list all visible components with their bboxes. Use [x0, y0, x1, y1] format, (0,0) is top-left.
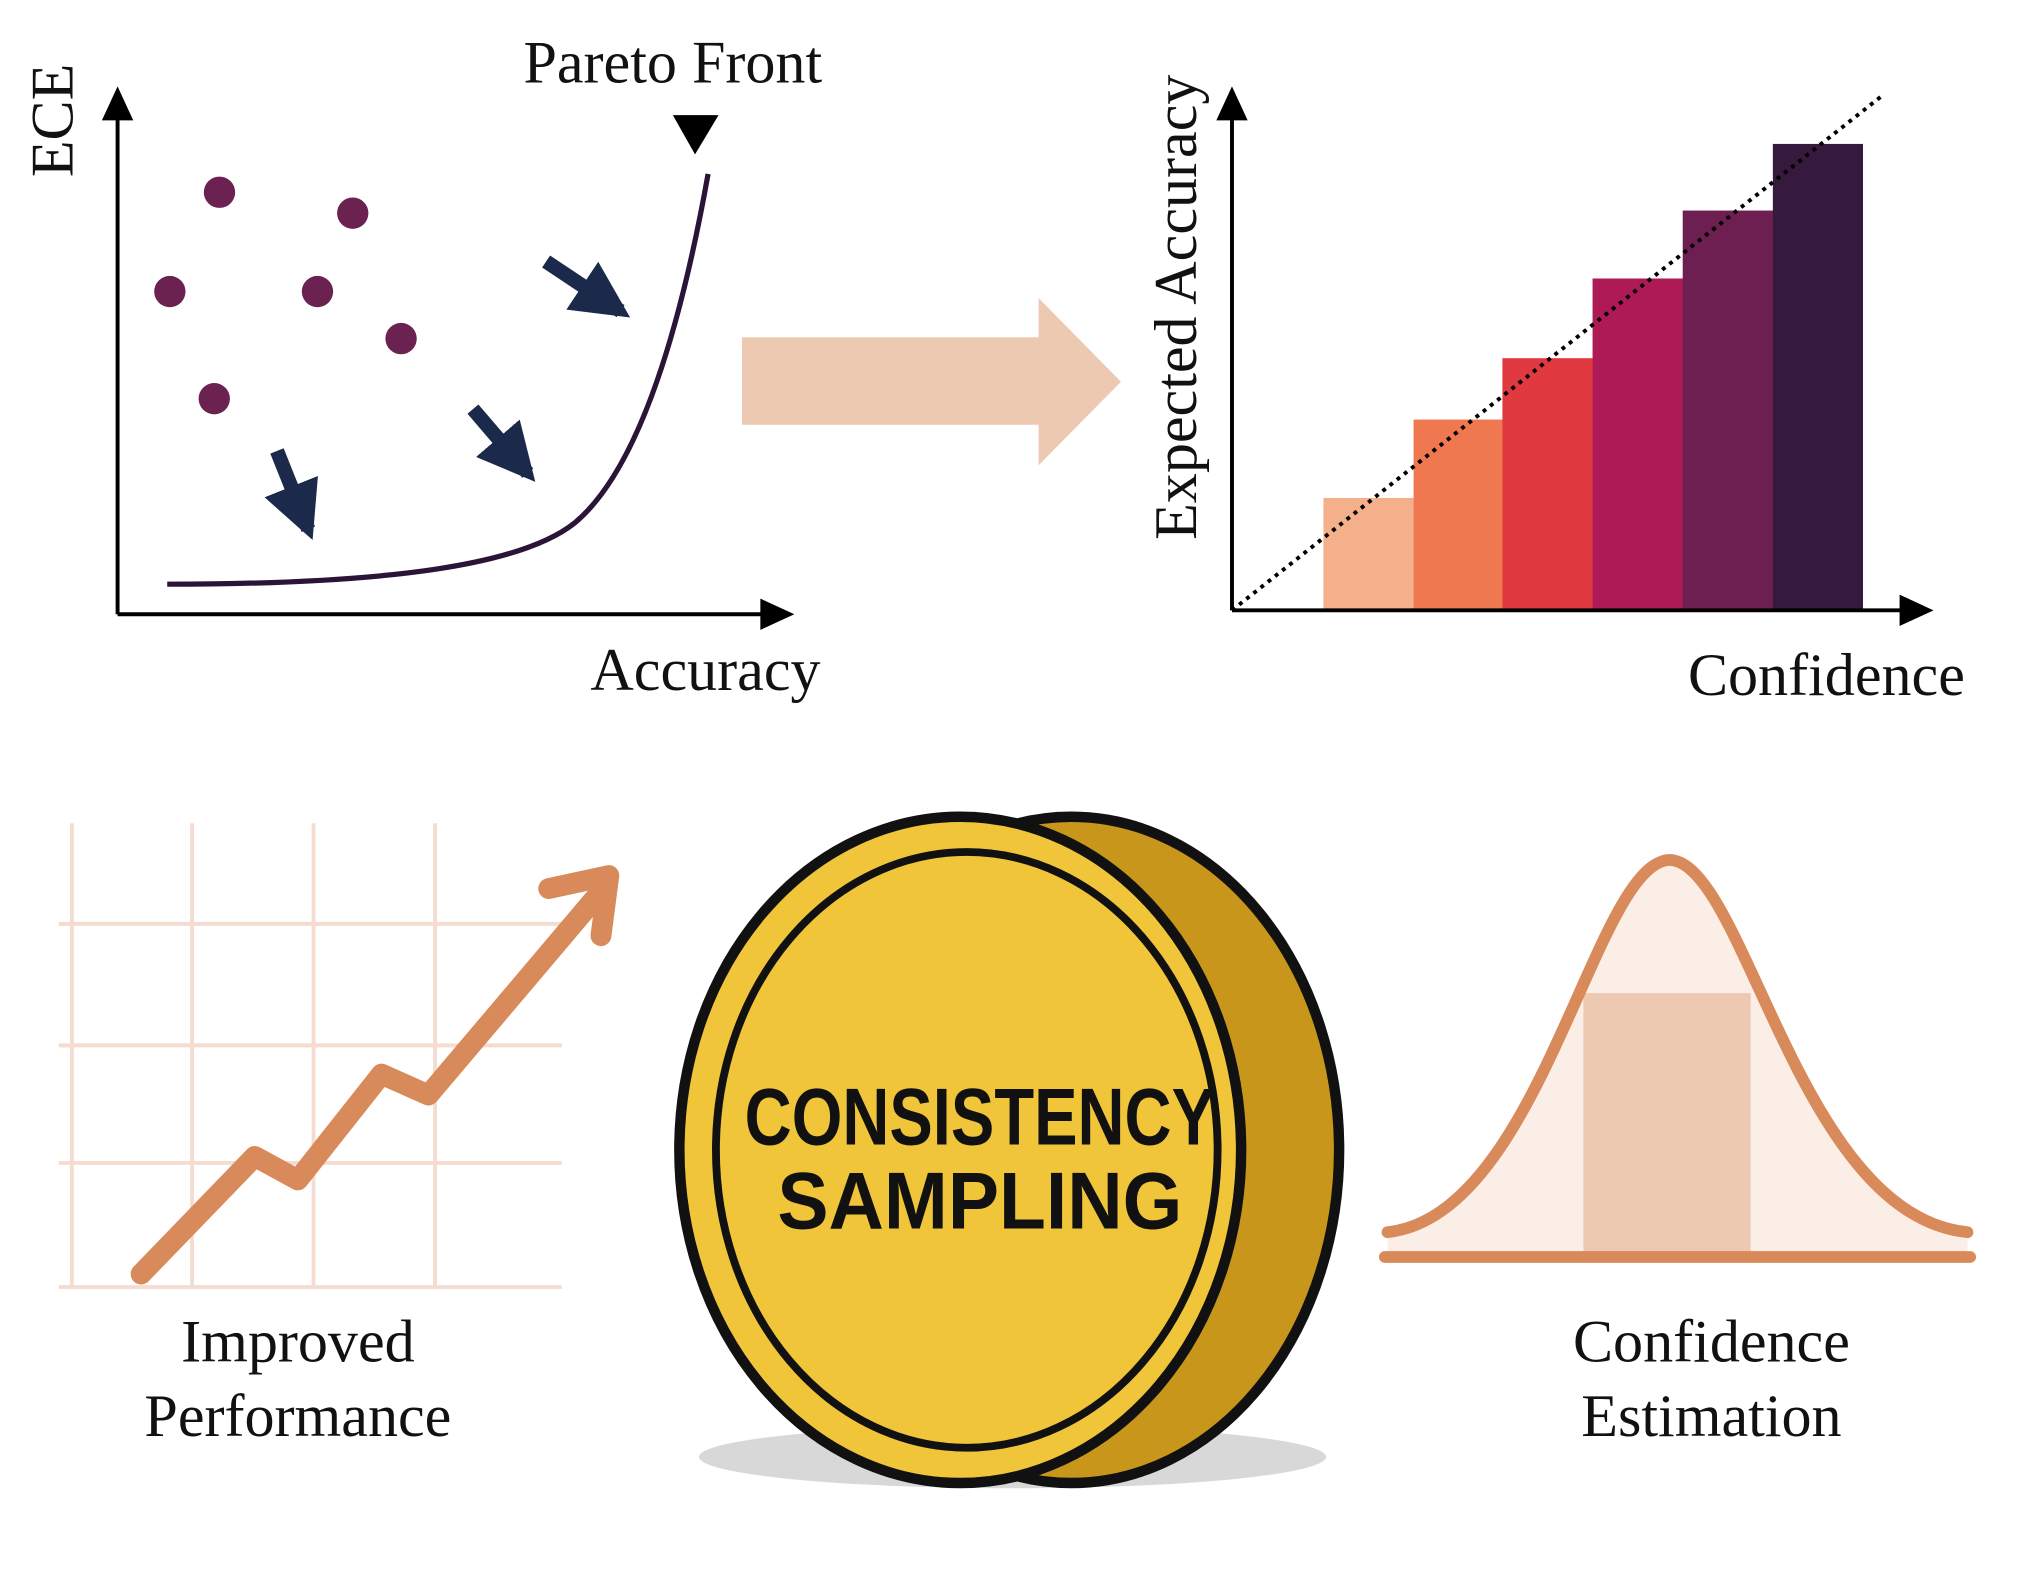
annotation: Pareto Front [523, 29, 822, 96]
coin-text: CONSISTENCY [745, 1073, 1215, 1163]
y-axis-label: ECE [19, 64, 86, 177]
reliability-plot: Expected Accuracy Confidence [1142, 75, 1965, 709]
coin-text: SAMPLING [777, 1156, 1182, 1246]
caption: Confidence [1573, 1308, 1850, 1375]
x-axis-label: Accuracy [590, 636, 820, 703]
caption: Performance [144, 1382, 451, 1449]
bell-icon: Confidence Estimation [1378, 853, 1977, 1449]
x-axis-label: Confidence [1688, 641, 1965, 708]
coin: CONSISTENCY SAMPLING [674, 811, 1345, 1489]
caption: Improved [181, 1308, 415, 1375]
caption: Estimation [1581, 1382, 1841, 1449]
y-axis-label: Expected Accuracy [1142, 75, 1209, 540]
pareto-plot: ECE Accuracy Pareto Front [19, 29, 823, 703]
flow-arrow [742, 298, 1121, 466]
performance-icon: Improved Performance [58, 823, 620, 1449]
